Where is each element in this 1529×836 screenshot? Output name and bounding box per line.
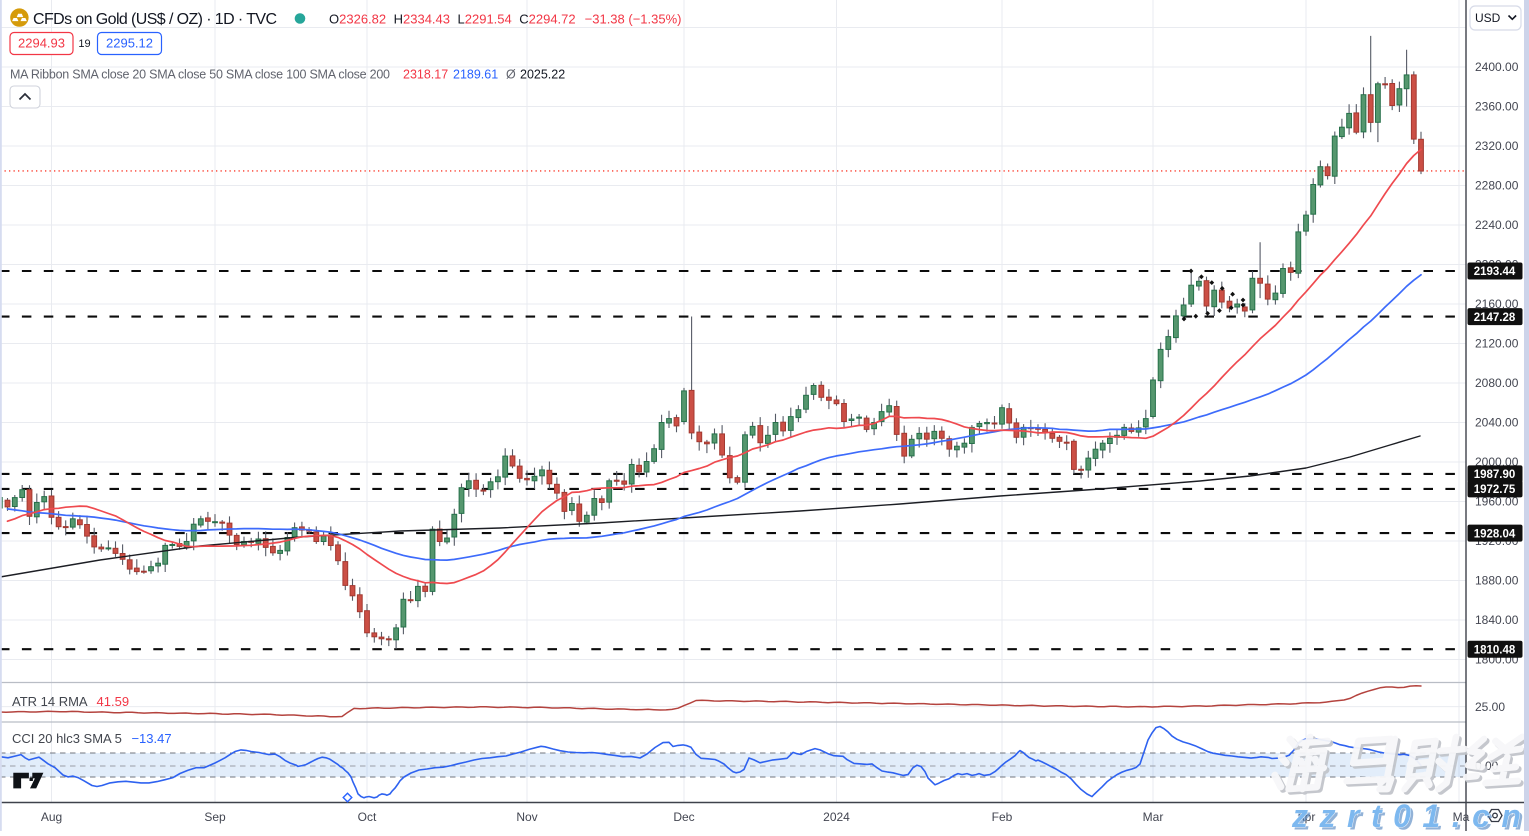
svg-text:2280.00: 2280.00	[1475, 179, 1519, 193]
svg-text:1972.75: 1972.75	[1474, 484, 1516, 496]
svg-text:2193.44: 2193.44	[1474, 266, 1516, 278]
svg-text:2160.00: 2160.00	[1475, 297, 1519, 311]
svg-text:Ma: Ma	[1453, 810, 1470, 824]
svg-text:Oct: Oct	[358, 810, 377, 824]
svg-text:1840.00: 1840.00	[1475, 613, 1519, 627]
svg-text:1960.00: 1960.00	[1475, 495, 1519, 509]
svg-text:Apr: Apr	[1297, 810, 1316, 824]
svg-text:19: 19	[78, 38, 90, 50]
svg-text:1928.04: 1928.04	[1474, 528, 1516, 540]
svg-text:2400.00: 2400.00	[1475, 60, 1519, 74]
svg-text:2024: 2024	[823, 810, 850, 824]
svg-text:2080.00: 2080.00	[1475, 376, 1519, 390]
svg-text:2318.17: 2318.17	[403, 68, 448, 82]
svg-text:25.00: 25.00	[1475, 700, 1505, 714]
svg-text:Mar: Mar	[1143, 810, 1164, 824]
svg-text:CFDs on Gold (US$ / OZ) · 1D ·: CFDs on Gold (US$ / OZ) · 1D · TVC	[33, 11, 277, 28]
svg-text:2295.12: 2295.12	[106, 36, 153, 51]
svg-text:2040.00: 2040.00	[1475, 416, 1519, 430]
svg-text:Ø: Ø	[506, 68, 516, 82]
svg-text:2240.00: 2240.00	[1475, 218, 1519, 232]
svg-text:1987.90: 1987.90	[1474, 469, 1516, 481]
svg-text:USD: USD	[1475, 11, 1501, 25]
svg-text:2120.00: 2120.00	[1475, 337, 1519, 351]
svg-text:2320.00: 2320.00	[1475, 139, 1519, 153]
svg-text:Sep: Sep	[204, 810, 226, 824]
svg-text:Aug: Aug	[41, 810, 62, 824]
svg-text:CCI 20 hlc3 SMA 5 −13.47: CCI 20 hlc3 SMA 5 −13.47	[12, 731, 172, 746]
svg-text:MA Ribbon SMA close 20 SMA clo: MA Ribbon SMA close 20 SMA close 50 SMA …	[10, 68, 390, 82]
svg-text:zzrt01.cn: zzrt01.cn	[1291, 798, 1529, 831]
svg-text:2025.22: 2025.22	[520, 68, 565, 82]
svg-text:1810.48: 1810.48	[1474, 644, 1516, 656]
svg-text:Nov: Nov	[516, 810, 537, 824]
svg-text:2294.93: 2294.93	[18, 36, 65, 51]
svg-text:2189.61: 2189.61	[453, 68, 498, 82]
svg-text:2147.28: 2147.28	[1474, 312, 1516, 324]
svg-text:Feb: Feb	[992, 810, 1013, 824]
svg-text:zzrt01.cn: zzrt01.cn	[1294, 801, 1529, 831]
svg-text:ATR 14 RMA 41.59: ATR 14 RMA 41.59	[12, 694, 129, 709]
svg-text:Dec: Dec	[673, 810, 694, 824]
svg-text:2360.00: 2360.00	[1475, 100, 1519, 114]
svg-text:1880.00: 1880.00	[1475, 574, 1519, 588]
